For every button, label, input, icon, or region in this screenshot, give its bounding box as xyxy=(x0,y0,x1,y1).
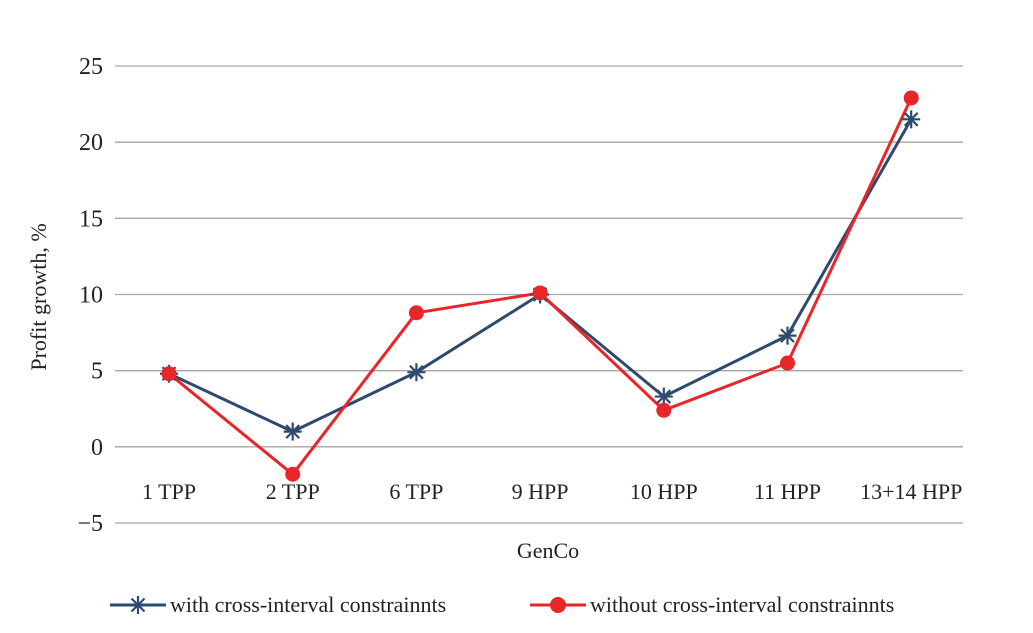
x-category-label: 1 TPP xyxy=(142,479,196,504)
y-tick-label: 15 xyxy=(79,206,103,232)
legend-item-without-constraints: without cross-interval constrainnts xyxy=(530,592,894,617)
x-category-label: 2 TPP xyxy=(266,479,320,504)
legend-item-with-constraints: with cross-interval constrainnts xyxy=(110,592,446,617)
legend: with cross-interval constrainnts without… xyxy=(110,592,894,617)
data-point-circle xyxy=(780,355,795,371)
data-point-circle xyxy=(656,402,672,418)
x-axis-title: GenCo xyxy=(517,538,579,563)
series-markers xyxy=(160,90,921,482)
y-tick-label: 20 xyxy=(79,130,103,156)
x-category-label: 10 HPP xyxy=(630,479,698,504)
y-tick-label: 25 xyxy=(79,54,103,80)
data-point-asterisk xyxy=(407,363,426,382)
y-tick-labels: 25 20 15 10 5 0 −5 xyxy=(77,54,103,537)
x-category-label: 6 TPP xyxy=(389,479,443,504)
circle-marker-icon xyxy=(550,597,566,613)
x-category-labels: 1 TPP 2 TPP 6 TPP 9 HPP 10 HPP 11 HPP 13+14 HP… xyxy=(142,479,962,504)
data-point-asterisk xyxy=(902,110,921,129)
y-tick-label: 10 xyxy=(79,283,103,309)
x-category-label: 13+14 HPP xyxy=(860,479,962,504)
y-tick-label: −5 xyxy=(77,511,103,537)
data-point-circle xyxy=(903,90,919,106)
data-point-circle xyxy=(532,285,548,301)
data-point-asterisk xyxy=(654,387,673,406)
x-category-label: 11 HPP xyxy=(754,479,821,504)
data-point-asterisk xyxy=(778,326,797,345)
asterisk-marker-icon xyxy=(129,596,147,614)
legend-label-without-constraints: without cross-interval constrainnts xyxy=(590,592,894,617)
y-tick-label: 0 xyxy=(91,435,103,461)
data-point-circle xyxy=(161,366,177,382)
series-line-1 xyxy=(168,118,913,434)
gridlines xyxy=(115,65,963,524)
data-point-circle xyxy=(285,466,301,482)
data-point-asterisk xyxy=(283,422,302,441)
y-axis-title: Profit growth, % xyxy=(26,223,51,370)
legend-label-with-constraints: with cross-interval constrainnts xyxy=(170,592,446,617)
x-category-label: 9 HPP xyxy=(512,479,569,504)
data-point-circle xyxy=(408,305,424,321)
y-tick-label: 5 xyxy=(91,359,103,385)
